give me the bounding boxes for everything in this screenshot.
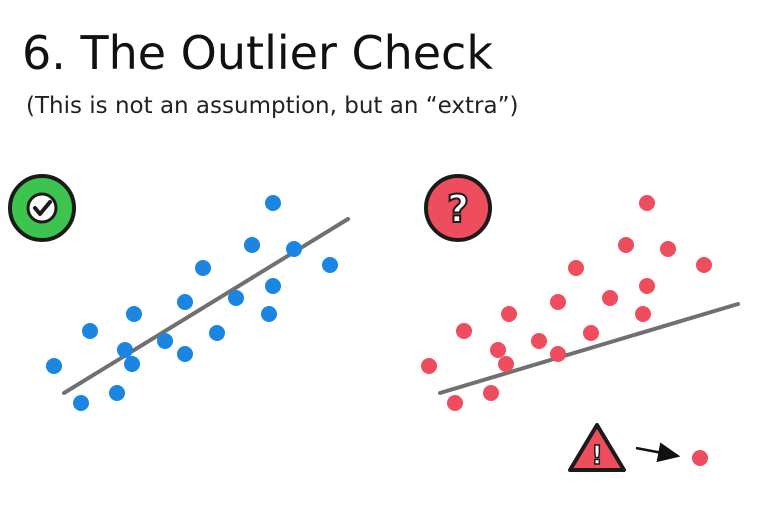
good-fit-panel [8, 174, 350, 411]
outlier-point [618, 237, 634, 253]
outlier-point [583, 325, 599, 341]
good-point [322, 257, 338, 273]
good-point [209, 325, 225, 341]
good-point [109, 385, 125, 401]
outlier-point [602, 290, 618, 306]
good-point [46, 358, 62, 374]
outlier-scatter-points [421, 195, 712, 466]
outlier-point [568, 260, 584, 276]
outlier-trend-line [438, 302, 740, 395]
good-point [124, 356, 140, 372]
check-badge-inner [26, 192, 58, 224]
good-point [228, 290, 244, 306]
good-point [126, 306, 142, 322]
outlier-extreme-point [692, 450, 708, 466]
outlier-point [639, 195, 655, 211]
check-mark-stroke [33, 200, 52, 216]
good-point [177, 294, 193, 310]
good-point [261, 306, 277, 322]
outlier-panel: ? [421, 174, 740, 472]
check-mark-icon [8, 174, 76, 242]
warning-triangle-icon: ! [568, 423, 626, 472]
good-point [157, 333, 173, 349]
outlier-point [456, 323, 472, 339]
question-mark-icon: ? [424, 174, 492, 242]
good-trend-line [62, 217, 350, 395]
outlier-point [696, 257, 712, 273]
good-point [265, 195, 281, 211]
outlier-point [639, 278, 655, 294]
good-point [265, 278, 281, 294]
outlier-point [421, 358, 437, 374]
warning-glyph: ! [591, 441, 603, 471]
outlier-point [550, 294, 566, 310]
good-point [82, 323, 98, 339]
good-point [117, 342, 133, 358]
arrow-right-icon [635, 442, 681, 463]
outlier-point [483, 385, 499, 401]
slide-subtitle: (This is not an assumption, but an “extr… [26, 93, 519, 119]
outlier-point [490, 342, 506, 358]
outlier-point [531, 333, 547, 349]
outlier-point [635, 306, 651, 322]
good-scatter-points [46, 195, 338, 411]
outlier-point [501, 306, 517, 322]
outlier-point [660, 241, 676, 257]
good-point [177, 346, 193, 362]
warning-triangle-shape [568, 423, 626, 472]
outlier-point [498, 356, 514, 372]
good-point [244, 237, 260, 253]
question-badge-circle [424, 174, 492, 242]
good-point [286, 241, 302, 257]
outlier-point [550, 346, 566, 362]
outlier-point [447, 395, 463, 411]
question-badge-glyph: ? [447, 187, 469, 231]
good-point [73, 395, 89, 411]
slide-title: 6. The Outlier Check [22, 26, 493, 80]
good-point [195, 260, 211, 276]
